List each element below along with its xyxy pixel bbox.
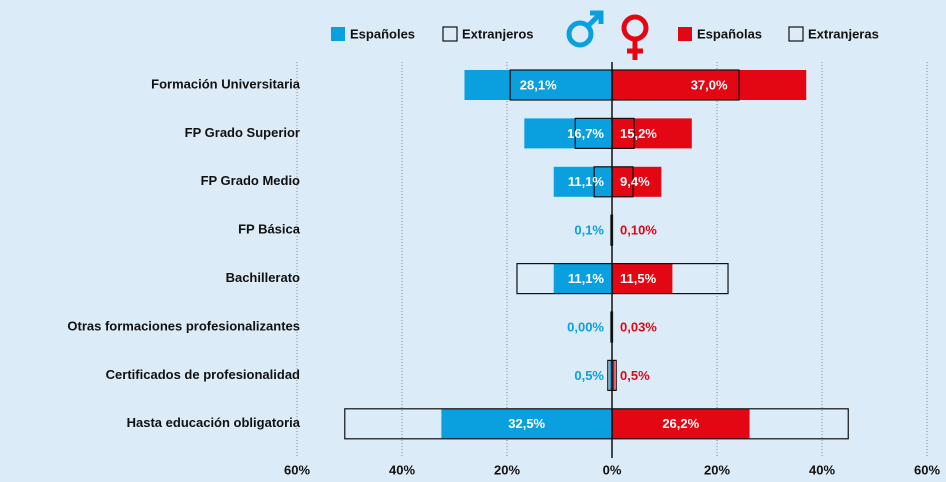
- legend-swatch: [678, 27, 692, 41]
- bar: [612, 263, 673, 294]
- category-label: Formación Universitaria: [151, 76, 301, 91]
- value-label: 0,1%: [574, 223, 604, 238]
- value-label: 37,0%: [691, 77, 728, 92]
- legend-swatch: [331, 27, 345, 41]
- bar: [612, 408, 750, 439]
- x-tick-label: 20%: [494, 462, 520, 477]
- bar: [524, 118, 612, 149]
- value-label: 32,5%: [508, 416, 545, 431]
- value-label: 0,5%: [574, 368, 604, 383]
- bar: [441, 408, 612, 439]
- value-label: 9,4%: [620, 174, 650, 189]
- value-label: 26,2%: [662, 416, 699, 431]
- legend-swatch: [788, 26, 804, 42]
- bar: [612, 118, 692, 149]
- female-icon: [621, 14, 649, 60]
- x-tick-label: 60%: [284, 462, 310, 477]
- value-label: 11,5%: [620, 271, 657, 286]
- bar: [612, 70, 807, 100]
- category-label: FP Grado Superior: [185, 125, 300, 140]
- bar: [609, 360, 612, 391]
- x-tick-label: 20%: [704, 462, 730, 477]
- category-label: FP Grado Medio: [201, 173, 300, 188]
- value-label: 0,00%: [567, 319, 604, 334]
- value-label: 0,10%: [620, 223, 657, 238]
- bar: [612, 166, 662, 197]
- value-label: 11,1%: [568, 174, 605, 189]
- value-label: 11,1%: [568, 271, 605, 286]
- value-label: 0,5%: [620, 368, 650, 383]
- category-label: FP Básica: [238, 222, 301, 237]
- x-tick-label: 60%: [914, 462, 940, 477]
- category-label: Hasta educación obligatoria: [127, 415, 301, 430]
- legend-label: Extranjeros: [462, 26, 534, 41]
- bar: [553, 263, 612, 294]
- value-label: 28,1%: [520, 77, 557, 92]
- x-tick-label: 0%: [603, 462, 622, 477]
- category-label: Otras formaciones profesionalizantes: [67, 318, 300, 333]
- bar: [553, 166, 612, 197]
- bar: [612, 360, 615, 391]
- category-label: Certificados de profesionalidad: [106, 367, 300, 382]
- value-label: 16,7%: [567, 126, 604, 141]
- legend-swatch: [442, 26, 458, 42]
- bar: [464, 70, 612, 100]
- x-tick-label: 40%: [809, 462, 835, 477]
- legend-label: Españoles: [350, 26, 415, 41]
- legend-label: Extranjeras: [808, 26, 879, 41]
- value-label: 15,2%: [620, 126, 657, 141]
- legend-label: Españolas: [697, 26, 762, 41]
- legend: [566, 10, 649, 60]
- male-icon: [566, 10, 604, 48]
- x-tick-label: 40%: [389, 462, 415, 477]
- category-label: Bachillerato: [226, 270, 300, 285]
- value-label: 0,03%: [620, 319, 657, 334]
